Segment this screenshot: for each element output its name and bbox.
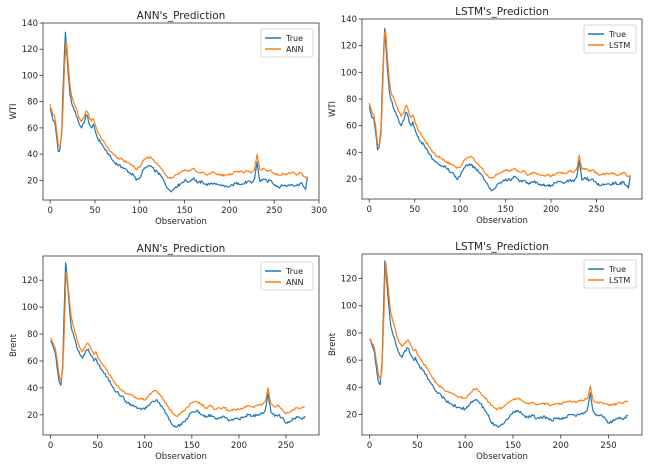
y-tick-label: 20 (346, 175, 357, 185)
chart-brent-ann: 0 50 100 150 200 250 20 40 60 80 100 120 ANN's_Predi… (9, 243, 320, 462)
x-tick-label: 200 (221, 206, 237, 216)
y-tick-label: 20 (27, 411, 38, 421)
x-tick-label: 100 (137, 441, 153, 451)
axes-frame (361, 253, 643, 436)
axes-frame (42, 22, 320, 201)
x-tick-label: 150 (505, 441, 521, 451)
x-tick-label: 250 (266, 206, 282, 216)
x-tick-label: 0 (367, 205, 372, 215)
legend-box (260, 261, 314, 291)
x-tick-label: 200 (543, 205, 559, 215)
y-tick-label: 60 (27, 124, 38, 134)
series-line-lstm (369, 262, 629, 411)
x-tick-label: 50 (409, 205, 420, 215)
y-tick-label: 60 (27, 357, 38, 367)
chart-title: LSTM's_Prediction (455, 241, 549, 253)
chart-wti-lstm: 0 50 100 150 200 250 20 40 60 80 100 120 140 LSTM's_P… (328, 6, 643, 226)
y-tick-label: 100 (341, 302, 357, 312)
x-tick-label: 50 (90, 206, 101, 216)
legend-label: ANN (286, 278, 303, 287)
series-line-true (368, 27, 631, 192)
legend-label: LSTM (609, 41, 630, 50)
y-axis-label: Brent (9, 333, 19, 357)
y-tick-label: 80 (27, 330, 38, 340)
x-axis-label: Observation (476, 216, 528, 226)
x-tick-label: 0 (48, 441, 53, 451)
y-axis-label: WTI (328, 101, 338, 117)
x-tick-label: 150 (498, 205, 514, 215)
x-axis-label: Observation (155, 452, 207, 462)
series-line-true (49, 31, 308, 193)
legend-label: True (608, 30, 626, 39)
x-tick-label: 100 (132, 206, 148, 216)
y-tick-label: 40 (27, 150, 38, 160)
axes-frame (361, 18, 643, 200)
series-line-true (369, 260, 629, 428)
legend-label: LSTM (609, 276, 630, 285)
x-axis-label: Observation (476, 452, 528, 462)
x-tick-label: 150 (184, 441, 200, 451)
y-tick-label: 120 (22, 276, 38, 286)
legend-box (583, 24, 637, 54)
chart-title: ANN's_Prediction (137, 243, 226, 255)
y-tick-label: 60 (346, 356, 357, 366)
legend-box (583, 259, 637, 289)
x-tick-label: 250 (278, 441, 294, 451)
x-tick-label: 200 (553, 441, 569, 451)
x-tick-label: 0 (47, 206, 52, 216)
y-tick-label: 40 (27, 384, 38, 394)
chart-wti-ann: 0 50 100 150 200 250 300 20 40 60 80 100 120 140 ANN's… (9, 10, 327, 227)
y-tick-label: 80 (346, 329, 357, 339)
legend: True ANN (260, 261, 314, 291)
x-tick-label: 150 (176, 206, 192, 216)
axes-frame (42, 255, 320, 436)
legend: True LSTM (583, 259, 637, 289)
x-tick-label: 50 (412, 441, 423, 451)
legend-label: True (285, 267, 303, 276)
y-axis-label: WTI (9, 103, 19, 119)
y-tick-label: 140 (22, 19, 38, 29)
y-tick-label: 100 (22, 71, 38, 81)
series-line-lstm (368, 30, 631, 179)
x-tick-label: 50 (92, 441, 103, 451)
y-tick-label: 20 (346, 411, 357, 421)
series-line-ann (49, 40, 308, 179)
x-tick-label: 100 (452, 205, 468, 215)
y-tick-label: 20 (27, 176, 38, 186)
legend-box (260, 28, 314, 58)
x-tick-label: 250 (600, 441, 616, 451)
legend-label: True (285, 34, 303, 43)
y-tick-label: 60 (346, 122, 357, 132)
y-tick-label: 100 (341, 68, 357, 78)
y-tick-label: 120 (22, 45, 38, 55)
y-tick-label: 100 (22, 303, 38, 313)
y-tick-label: 120 (341, 42, 357, 52)
legend-label: True (608, 265, 626, 274)
y-tick-label: 140 (341, 15, 357, 25)
x-tick-label: 0 (367, 441, 372, 451)
series-line-true (50, 262, 306, 428)
chart-brent-lstm: 0 50 100 150 200 250 20 40 60 80 100 120 LSTM's_Pred… (328, 241, 643, 462)
y-tick-label: 80 (27, 98, 38, 108)
chart-title: ANN's_Prediction (137, 10, 226, 22)
series-line-ann (50, 271, 305, 417)
x-tick-label: 100 (457, 441, 473, 451)
y-axis-label: Brent (328, 332, 338, 356)
x-axis-label: Observation (155, 217, 207, 227)
legend: True ANN (260, 28, 314, 58)
x-tick-label: 250 (588, 205, 604, 215)
y-tick-label: 40 (346, 383, 357, 393)
y-tick-label: 40 (346, 148, 357, 158)
chart-title: LSTM's_Prediction (455, 6, 549, 18)
legend: True LSTM (583, 24, 637, 54)
legend-label: ANN (286, 45, 303, 54)
y-tick-label: 80 (346, 95, 357, 105)
x-tick-label: 300 (311, 206, 327, 216)
y-tick-label: 120 (341, 274, 357, 284)
x-tick-label: 200 (231, 441, 247, 451)
